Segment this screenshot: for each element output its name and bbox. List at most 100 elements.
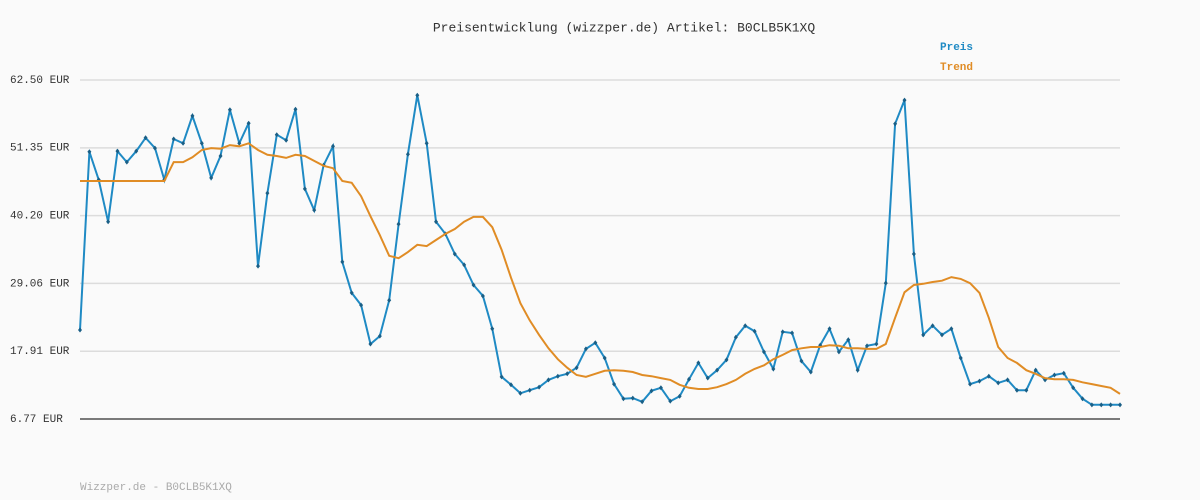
- point: [583, 346, 588, 352]
- point: [836, 349, 841, 355]
- point: [1071, 385, 1076, 391]
- point: [246, 120, 251, 126]
- point: [1014, 387, 1019, 393]
- y-tick-label: 29.06 EUR: [10, 278, 70, 290]
- point: [715, 367, 720, 373]
- point: [312, 207, 317, 213]
- legend-entry: Trend: [940, 62, 973, 74]
- point: [930, 323, 935, 329]
- point: [293, 106, 298, 112]
- point: [480, 293, 485, 299]
- point: [996, 380, 1001, 386]
- point: [359, 302, 364, 308]
- series-line: [79, 95, 1120, 406]
- point: [377, 333, 382, 339]
- y-tick-label: 51.35 EUR: [10, 143, 70, 155]
- point: [921, 332, 926, 338]
- point: [658, 385, 663, 391]
- point: [968, 381, 973, 387]
- point: [865, 343, 870, 349]
- point: [499, 374, 504, 380]
- point: [415, 92, 420, 98]
- point: [574, 365, 579, 371]
- point: [593, 340, 598, 346]
- point: [284, 137, 289, 143]
- point: [546, 377, 551, 383]
- point: [106, 219, 111, 225]
- point: [668, 398, 673, 404]
- point: [649, 388, 654, 394]
- chart-title: Preisentwicklung (wizzper.de) Artikel: B…: [433, 20, 815, 35]
- point: [1089, 402, 1094, 408]
- point: [143, 135, 148, 141]
- point: [265, 190, 270, 196]
- point: [405, 151, 410, 157]
- point: [209, 175, 214, 181]
- point: [1080, 396, 1085, 402]
- point: [124, 159, 129, 165]
- point: [1108, 402, 1113, 408]
- point: [171, 136, 176, 142]
- point: [508, 382, 513, 388]
- point: [977, 378, 982, 384]
- point: [1033, 367, 1038, 373]
- point: [986, 373, 991, 379]
- point: [799, 358, 804, 364]
- point: [621, 396, 626, 402]
- legend-entry: Preis: [940, 42, 973, 54]
- point: [893, 121, 898, 127]
- point: [274, 132, 279, 138]
- point: [330, 143, 335, 149]
- point: [761, 349, 766, 355]
- point: [78, 327, 82, 333]
- point: [939, 332, 944, 338]
- point: [1118, 402, 1122, 408]
- point: [227, 107, 232, 113]
- point: [518, 390, 523, 396]
- point: [190, 113, 195, 119]
- point: [349, 290, 354, 296]
- point: [115, 148, 120, 154]
- point: [640, 399, 645, 405]
- point: [387, 297, 392, 303]
- point: [134, 148, 139, 154]
- point: [1052, 372, 1057, 378]
- point: [396, 221, 401, 227]
- point: [1005, 377, 1010, 383]
- point: [368, 341, 373, 347]
- point: [677, 393, 682, 399]
- point: [687, 376, 692, 382]
- point: [630, 395, 635, 401]
- footer: Wizzper.de - B0CLB5K1XQ: [80, 482, 232, 494]
- point: [1061, 370, 1066, 376]
- point: [256, 263, 261, 269]
- y-tick-label: 62.50 EUR: [10, 75, 70, 87]
- point: [780, 329, 785, 335]
- point: [302, 186, 307, 192]
- point: [1024, 387, 1029, 393]
- y-tick-label: 6.77 EUR: [10, 414, 63, 426]
- point: [199, 140, 204, 146]
- point: [434, 219, 439, 225]
- point: [743, 323, 748, 329]
- point: [958, 355, 963, 361]
- point: [808, 369, 813, 375]
- point: [471, 282, 476, 288]
- y-tick-label: 40.20 EUR: [10, 211, 70, 223]
- point: [612, 381, 617, 387]
- point: [724, 357, 729, 363]
- point: [696, 360, 701, 366]
- point: [87, 149, 92, 155]
- point: [490, 326, 495, 332]
- point: [855, 367, 860, 373]
- point: [790, 330, 795, 336]
- point: [949, 326, 954, 332]
- point: [883, 280, 888, 286]
- point: [555, 373, 560, 379]
- point: [733, 334, 738, 340]
- point: [1099, 402, 1104, 408]
- point: [181, 140, 186, 146]
